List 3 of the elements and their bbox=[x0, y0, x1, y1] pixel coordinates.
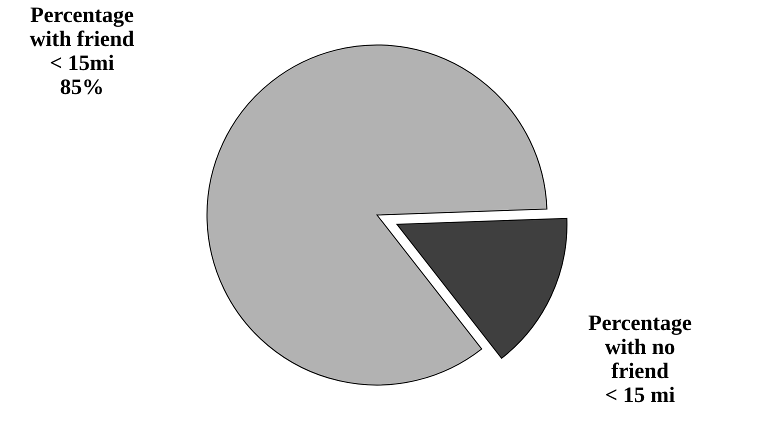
data-label: 85% bbox=[60, 74, 104, 99]
slice-label: Percentage with no friend < 15 mi bbox=[588, 310, 692, 407]
slice-label: Percentage with friend < 15mi bbox=[30, 2, 134, 75]
